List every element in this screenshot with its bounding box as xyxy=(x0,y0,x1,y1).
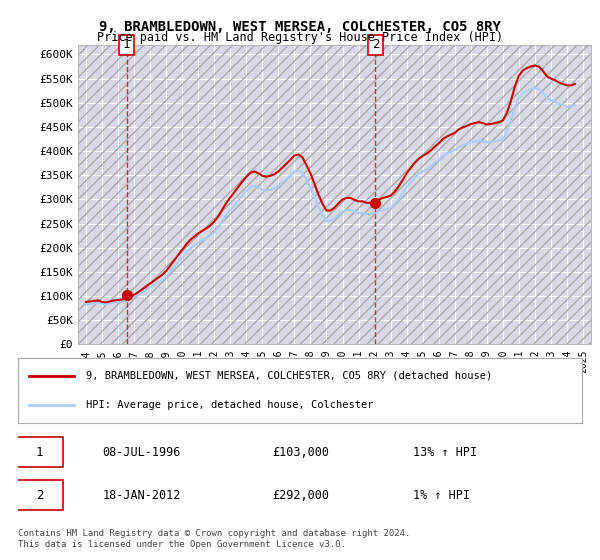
Text: 2: 2 xyxy=(371,38,379,52)
Text: 2: 2 xyxy=(35,488,43,502)
FancyBboxPatch shape xyxy=(15,437,63,468)
Text: 1: 1 xyxy=(123,38,130,52)
Text: 1% ↑ HPI: 1% ↑ HPI xyxy=(413,488,470,502)
Text: 9, BRAMBLEDOWN, WEST MERSEA, COLCHESTER, CO5 8RY (detached house): 9, BRAMBLEDOWN, WEST MERSEA, COLCHESTER,… xyxy=(86,371,492,381)
Text: HPI: Average price, detached house, Colchester: HPI: Average price, detached house, Colc… xyxy=(86,400,373,410)
FancyBboxPatch shape xyxy=(15,480,63,510)
Text: £103,000: £103,000 xyxy=(272,446,329,459)
Text: £292,000: £292,000 xyxy=(272,488,329,502)
Text: 08-JUL-1996: 08-JUL-1996 xyxy=(103,446,181,459)
Text: Price paid vs. HM Land Registry's House Price Index (HPI): Price paid vs. HM Land Registry's House … xyxy=(97,31,503,44)
Text: Contains HM Land Registry data © Crown copyright and database right 2024.
This d: Contains HM Land Registry data © Crown c… xyxy=(18,529,410,549)
Text: 18-JAN-2012: 18-JAN-2012 xyxy=(103,488,181,502)
Text: 9, BRAMBLEDOWN, WEST MERSEA, COLCHESTER, CO5 8RY: 9, BRAMBLEDOWN, WEST MERSEA, COLCHESTER,… xyxy=(99,20,501,34)
Text: 1: 1 xyxy=(35,446,43,459)
Text: 13% ↑ HPI: 13% ↑ HPI xyxy=(413,446,477,459)
